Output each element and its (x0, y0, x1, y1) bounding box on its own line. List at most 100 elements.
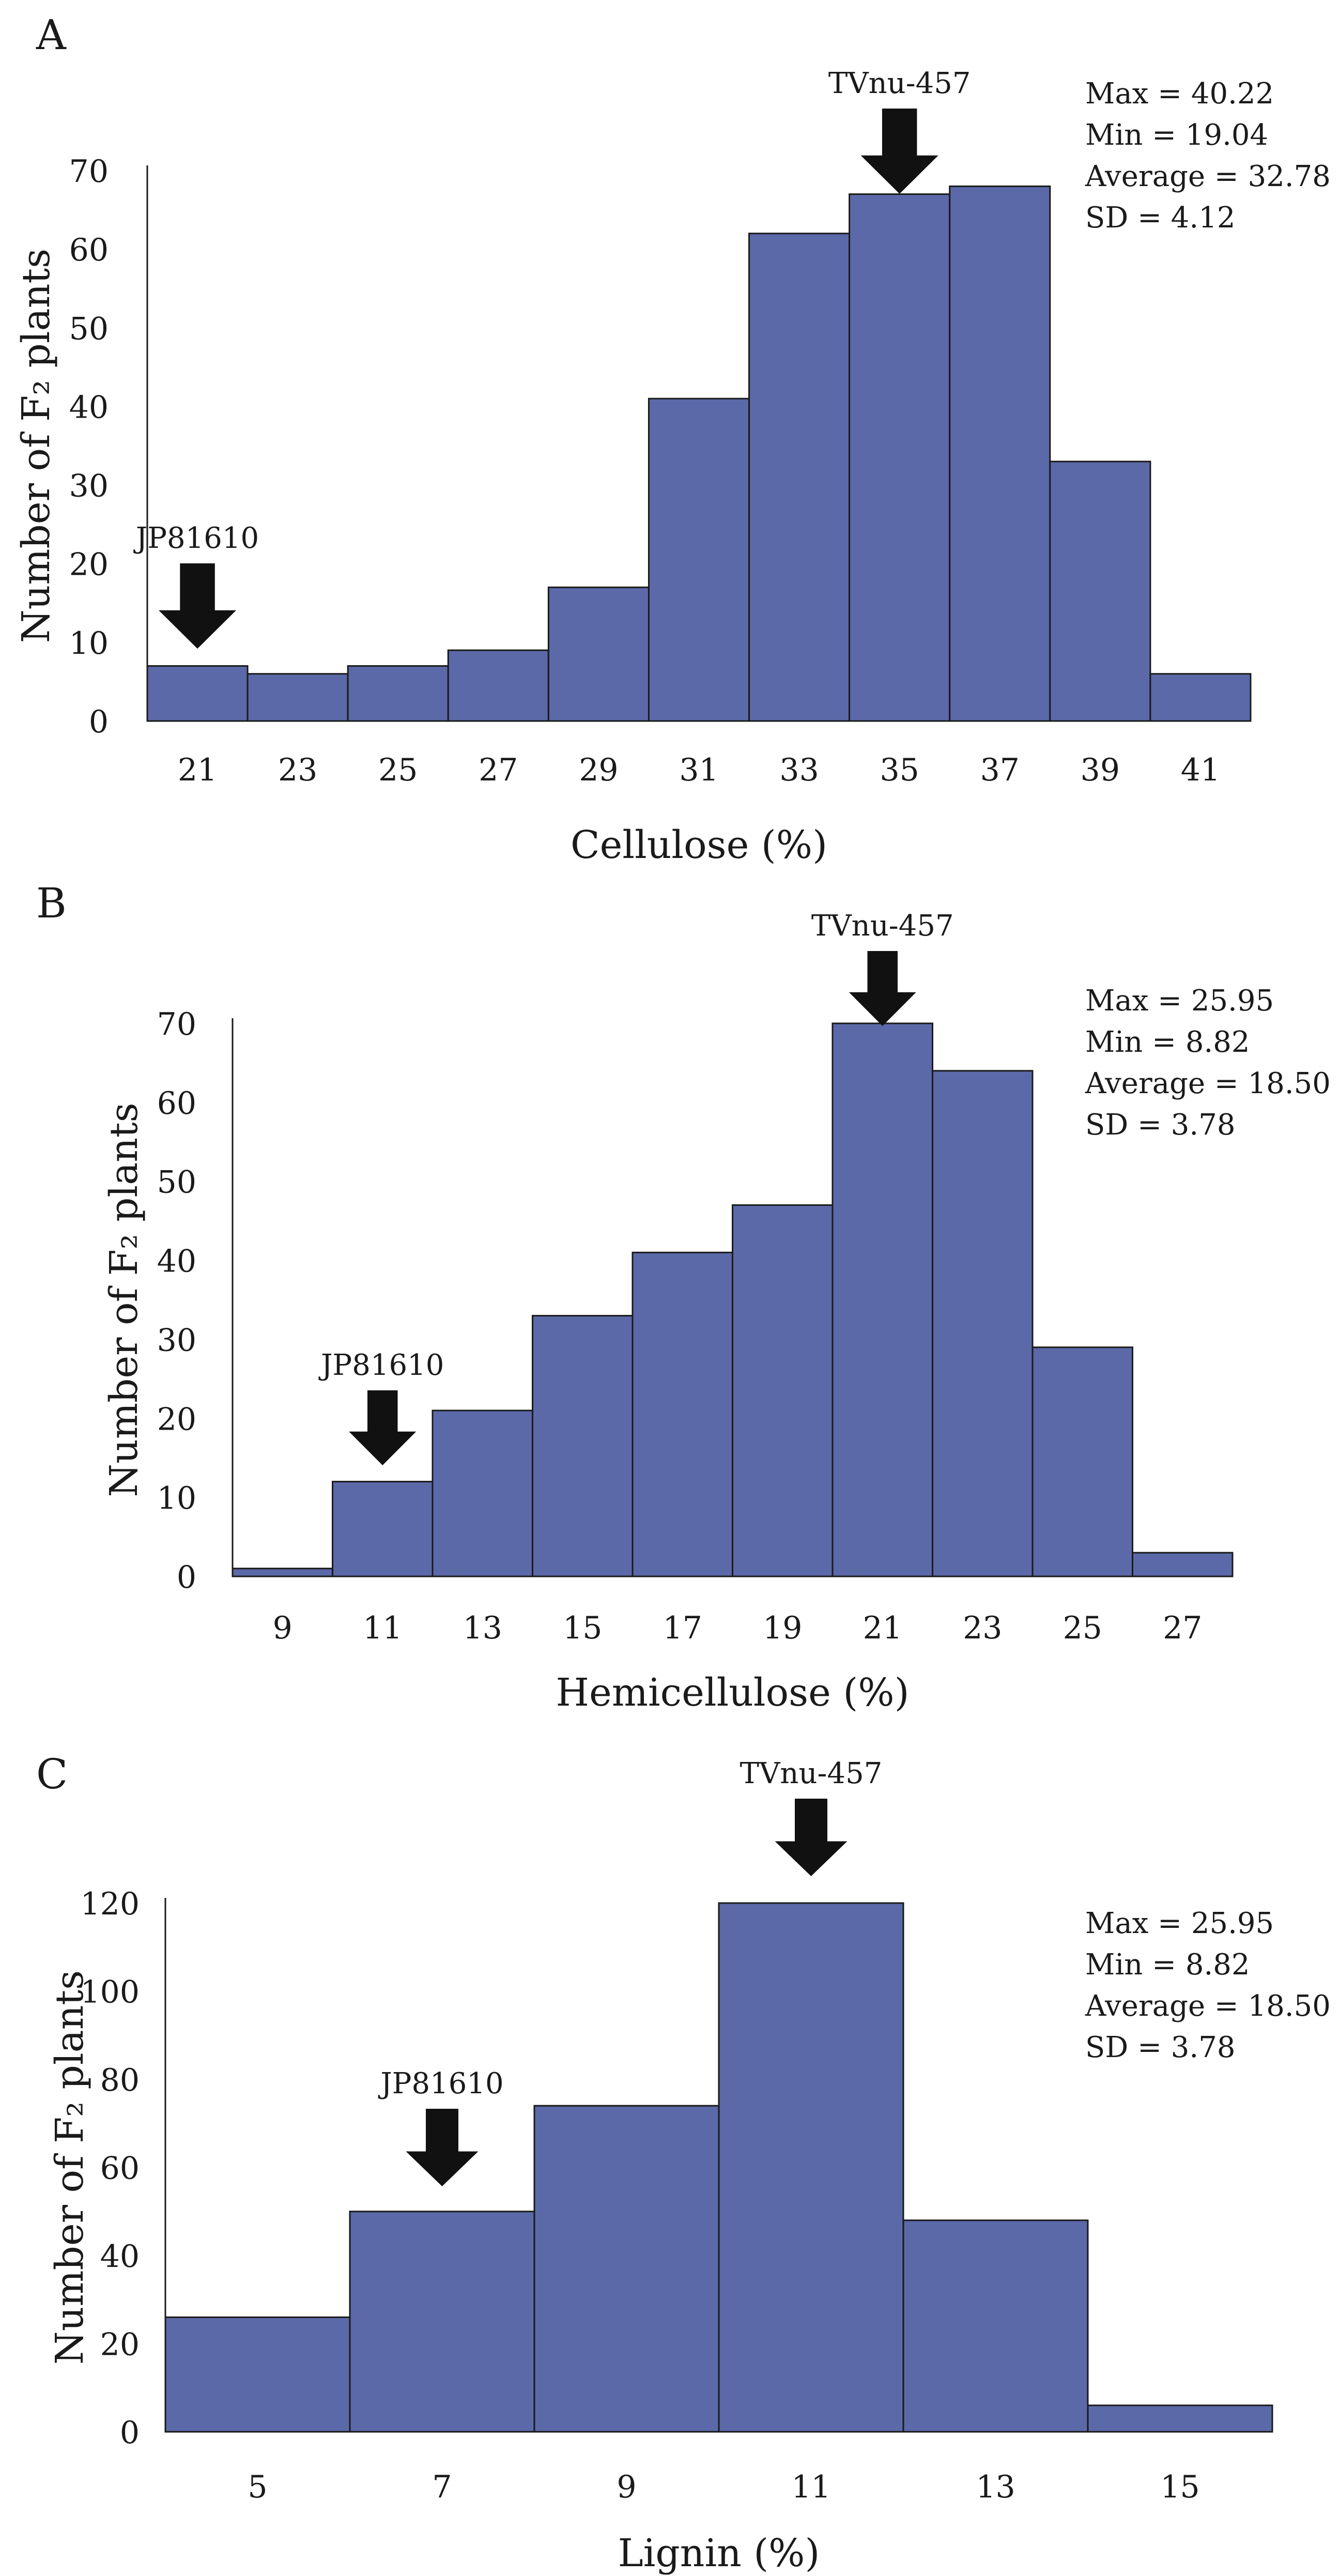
bar-21 (146, 665, 249, 722)
y-tick-label: 30 (157, 1322, 196, 1358)
bar-13 (432, 1409, 533, 1577)
bar-13 (902, 2219, 1089, 2433)
annotation-label: TVnu-457 (740, 1757, 883, 1790)
annotation-label: JP81610 (133, 522, 259, 555)
tvnu-457-arrow-icon (860, 109, 938, 194)
annotation-label: TVnu-457 (811, 909, 954, 943)
y-axis-title: Number of F₂ plants (102, 1102, 146, 1497)
stat-line: Max = 25.95 (1085, 1907, 1274, 1940)
y-axis-title: Number of F₂ plants (48, 1970, 92, 2365)
x-tick-label: 19 (763, 1610, 802, 1646)
y-tick-label: 70 (157, 1006, 196, 1042)
x-tick-label: 13 (463, 1610, 502, 1646)
x-tick-label: 23 (963, 1610, 1002, 1646)
y-tick-label: 70 (69, 154, 109, 190)
stat-line: Average = 32.78 (1085, 160, 1331, 193)
bar-23 (932, 1070, 1034, 1577)
stat-line: SD = 4.12 (1085, 201, 1235, 235)
bar-11 (332, 1481, 434, 1577)
x-tick-label: 33 (779, 752, 819, 788)
bar-31 (648, 397, 750, 722)
x-tick-label: 7 (432, 2469, 452, 2505)
x-tick-label: 23 (278, 752, 317, 788)
panel-letter: A (36, 11, 67, 59)
stat-line: SD = 3.78 (1085, 1108, 1235, 1142)
tvnu-457-arrow-icon (849, 951, 916, 1026)
x-tick-label: 17 (663, 1610, 702, 1646)
annotation-label: JP81610 (378, 2067, 503, 2100)
stat-line: Min = 8.82 (1085, 1025, 1250, 1059)
y-tick-label: 40 (69, 389, 109, 425)
x-axis-title: Hemicellulose (%) (556, 1670, 910, 1715)
bar-23 (247, 673, 349, 722)
stat-line: Min = 19.04 (1085, 118, 1268, 152)
bar-9 (533, 2105, 720, 2433)
y-tick-label: 40 (157, 1244, 196, 1280)
bar-27 (447, 649, 549, 722)
y-tick-label: 20 (100, 2327, 140, 2363)
bar-41 (1149, 673, 1252, 722)
x-tick-label: 15 (563, 1610, 602, 1646)
y-tick-label: 0 (177, 1559, 196, 1596)
x-tick-label: 11 (791, 2469, 830, 2505)
x-tick-label: 9 (273, 1610, 292, 1646)
x-tick-label: 25 (378, 752, 418, 788)
bar-7 (349, 2211, 535, 2433)
x-tick-label: 11 (363, 1610, 402, 1646)
x-axis-title: Lignin (%) (618, 2531, 820, 2575)
jp81610-arrow-icon (406, 2109, 479, 2186)
panel-b: B 0 10 20 30 40 50 60 70 9 11 13 15 17 19 21 23 25 27 Hemic… (36, 879, 1331, 1715)
bar-17 (632, 1251, 733, 1577)
annotation-label: JP81610 (318, 1348, 444, 1382)
bar-25 (347, 665, 449, 722)
jp81610-arrow-icon (349, 1390, 417, 1465)
y-tick-label: 20 (157, 1401, 196, 1437)
stat-line: Max = 25.95 (1085, 984, 1274, 1018)
panel-c: C 0 20 40 60 80 100 120 5 7 9 11 13 15 Lignin (%) Numbe… (36, 1750, 1331, 2575)
x-tick-label: 37 (980, 752, 1020, 788)
y-axis-title: Number of F₂ plants (14, 249, 58, 643)
y-tick-label: 50 (69, 311, 109, 347)
y-tick-label: 20 (69, 547, 109, 583)
x-tick-label: 27 (1163, 1610, 1202, 1646)
y-tick-label: 80 (100, 2062, 140, 2098)
x-tick-label: 21 (178, 752, 217, 788)
x-axis-title: Cellulose (%) (571, 823, 827, 867)
bar-25 (1031, 1346, 1133, 1577)
stat-line: Average = 18.50 (1085, 1067, 1331, 1100)
x-tick-label: 31 (679, 752, 718, 788)
jp81610-arrow-icon (159, 563, 237, 649)
x-tick-label: 25 (1063, 1610, 1102, 1646)
y-tick-label: 0 (120, 2415, 140, 2451)
x-tick-label: 13 (976, 2469, 1015, 2505)
y-tick-label: 60 (69, 232, 109, 268)
bar-9 (232, 1568, 333, 1577)
y-tick-label: 60 (157, 1085, 196, 1122)
stat-line: Average = 18.50 (1085, 1989, 1331, 2023)
panel-a: A 0 10 20 30 40 50 60 70 21 23 25 27 29 31 33 35 37 39 41 Ce… (14, 11, 1331, 867)
bar-27 (1132, 1552, 1234, 1577)
y-tick-label: 100 (80, 1974, 140, 2011)
x-tick-label: 27 (479, 752, 518, 788)
bar-11 (718, 1902, 904, 2433)
x-tick-label: 5 (248, 2469, 267, 2505)
panel-letter: C (36, 1750, 68, 1798)
y-tick-label: 50 (157, 1164, 196, 1201)
bar-15 (532, 1315, 634, 1577)
x-tick-label: 41 (1181, 752, 1220, 788)
y-tick-label: 0 (89, 704, 109, 740)
x-tick-label: 15 (1160, 2469, 1199, 2505)
bar-33 (748, 233, 851, 722)
tvnu-457-arrow-icon (775, 1799, 848, 1876)
y-tick-label: 40 (100, 2238, 140, 2275)
bar-37 (949, 185, 1051, 722)
panel-letter: B (36, 879, 67, 927)
x-tick-label: 35 (880, 752, 919, 788)
x-tick-label: 29 (579, 752, 618, 788)
bar-29 (547, 586, 650, 722)
bar-39 (1049, 461, 1151, 722)
stat-line: Min = 8.82 (1085, 1948, 1250, 1982)
y-tick-label: 30 (69, 468, 109, 504)
bar-19 (732, 1204, 834, 1577)
